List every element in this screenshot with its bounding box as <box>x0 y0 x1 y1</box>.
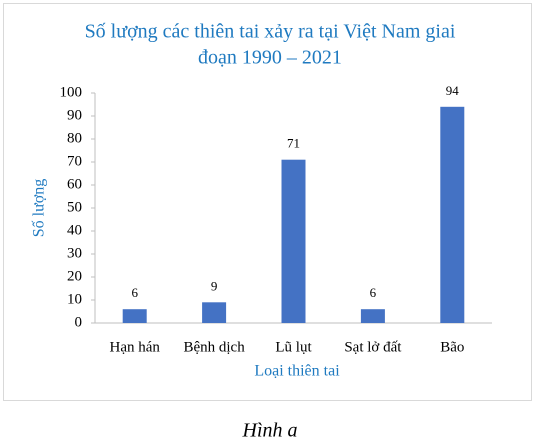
x-tick-label: Lũ lụt <box>275 339 312 355</box>
x-tick-label: Bệnh dịch <box>183 339 245 355</box>
y-tick-label: 100 <box>60 84 83 100</box>
data-label: 94 <box>446 83 460 98</box>
data-label: 9 <box>211 278 218 293</box>
y-tick-label: 80 <box>67 130 82 146</box>
y-tick-label: 10 <box>67 291 82 307</box>
data-label: 71 <box>287 136 300 151</box>
y-tick-label: 40 <box>67 222 82 238</box>
data-label: 6 <box>370 285 377 300</box>
data-label: 6 <box>131 285 138 300</box>
y-tick-label: 30 <box>67 245 82 261</box>
chart-title: Số lượng các thiên tai xảy ra tại Việt N… <box>85 21 456 43</box>
caption: Hình a <box>242 420 298 442</box>
y-tick-label: 0 <box>75 314 83 330</box>
chart-title: đoạn 1990 – 2021 <box>198 47 342 69</box>
bar <box>440 106 465 323</box>
y-tick-label: 70 <box>67 153 82 169</box>
y-tick-label: 60 <box>67 176 82 192</box>
y-axis-title: Số lượng <box>31 179 48 237</box>
bar <box>202 302 227 323</box>
x-tick-label: Sạt lở đất <box>344 339 402 355</box>
y-tick-label: 90 <box>67 107 82 123</box>
bar <box>281 159 306 323</box>
bar <box>360 309 385 323</box>
x-tick-label: Hạn hán <box>109 339 160 355</box>
bar <box>122 309 147 323</box>
y-tick-label: 50 <box>67 199 82 215</box>
y-tick-label: 20 <box>67 268 82 284</box>
x-axis-title: Loại thiên tai <box>254 363 340 380</box>
x-tick-label: Bão <box>440 339 464 355</box>
